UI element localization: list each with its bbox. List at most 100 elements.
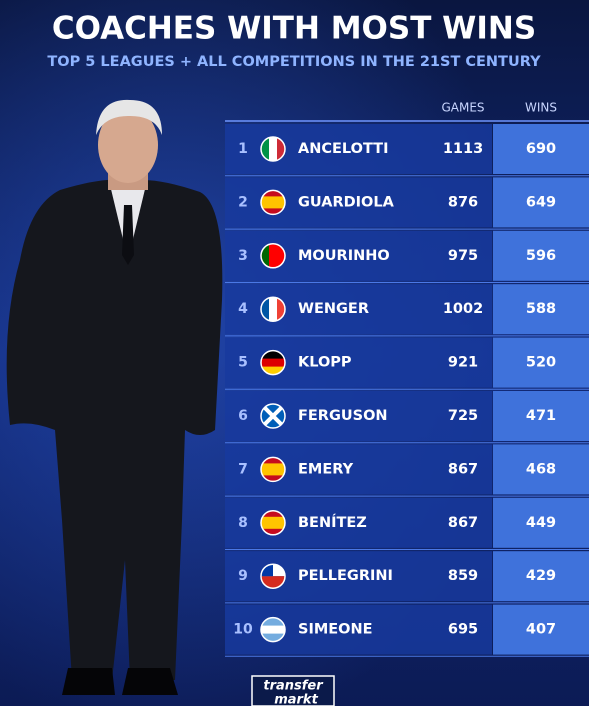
flag-stripe — [261, 202, 285, 209]
wins: 407 — [526, 622, 556, 638]
wins-cell — [493, 444, 589, 495]
games: 725 — [448, 408, 478, 424]
wins: 649 — [526, 194, 556, 210]
rank: 8 — [238, 515, 248, 531]
flag-stripe — [277, 137, 285, 161]
wins-cell — [493, 124, 589, 174]
coach-name: FERGUSON — [298, 408, 388, 424]
flag-stripe — [261, 463, 285, 470]
wins-cell — [493, 230, 589, 281]
flag-stripe — [277, 297, 285, 322]
flag-stripe — [261, 528, 285, 535]
flag-ring — [260, 136, 286, 162]
games: 1002 — [443, 301, 483, 317]
coach-name: EMERY — [298, 461, 354, 477]
flag-stripe — [261, 243, 270, 268]
flag-ring — [260, 456, 286, 483]
flag — [261, 190, 285, 215]
suit — [6, 179, 223, 681]
rank: 9 — [238, 568, 248, 584]
coach-name: WENGER — [298, 301, 369, 317]
flag-stripe — [261, 475, 285, 482]
flag-ring — [260, 563, 286, 589]
rank: 4 — [238, 301, 248, 317]
flag-ring — [260, 243, 286, 269]
flag — [261, 617, 285, 642]
flag-stripe — [261, 208, 285, 215]
coach-name: KLOPP — [298, 355, 352, 371]
flag-stripe — [261, 366, 285, 375]
rank: 10 — [233, 622, 253, 638]
shoes — [62, 668, 178, 695]
rank: 5 — [238, 355, 248, 371]
flag-stripe — [269, 137, 278, 161]
coach-name: BENÍTEZ — [298, 514, 367, 531]
rank: 6 — [238, 408, 248, 424]
rank: 2 — [238, 194, 248, 210]
flag-ring — [260, 296, 286, 322]
flag — [261, 137, 285, 161]
wins: 471 — [526, 408, 556, 424]
flag-stripe — [261, 196, 285, 203]
flag-stripe — [261, 625, 285, 635]
wins-cell — [493, 551, 589, 602]
rank: 7 — [238, 461, 248, 477]
games: 867 — [448, 515, 478, 531]
wins-cell — [493, 284, 589, 335]
wins: 520 — [526, 355, 556, 371]
flag-ring — [260, 349, 286, 376]
flag — [261, 457, 285, 482]
face — [98, 107, 158, 183]
flag-stripe — [261, 350, 285, 360]
flag-stripe — [261, 469, 285, 476]
flag — [261, 297, 285, 322]
logo-text: transfer — [263, 679, 324, 694]
flag — [261, 350, 285, 375]
flag-stripe — [261, 516, 285, 524]
wins-cell — [493, 497, 589, 548]
flag-stripe — [261, 190, 285, 197]
coach-name: ANCELOTTI — [298, 141, 388, 157]
logo-box — [251, 675, 335, 706]
flag-stripe — [261, 457, 285, 464]
coach-name: SIMEONE — [298, 622, 373, 638]
games: 867 — [448, 461, 478, 477]
wins-cell — [493, 604, 589, 655]
flag-stripe — [277, 243, 285, 268]
rank: 1 — [238, 141, 248, 157]
tie — [122, 205, 134, 265]
wins: 449 — [526, 515, 556, 531]
games: 859 — [448, 568, 478, 584]
flag-stripe — [269, 243, 278, 268]
wins: 596 — [526, 248, 556, 264]
logo-text: markt — [274, 693, 318, 706]
flag-stripe — [261, 617, 285, 627]
flag-ring — [260, 510, 286, 536]
wins: 588 — [526, 301, 556, 317]
flag-stripe — [261, 522, 285, 530]
column-header: WINS — [525, 101, 557, 115]
flag-ring — [260, 403, 286, 429]
subtitle: TOP 5 LEAGUES + ALL COMPETITIONS IN THE … — [47, 54, 541, 70]
flag-stripe — [261, 137, 270, 161]
coach-name: MOURINHO — [298, 248, 390, 264]
coach-name: PELLEGRINI — [298, 568, 393, 584]
games: 975 — [448, 248, 478, 264]
wins-cell — [493, 177, 589, 228]
wins-cell — [493, 337, 589, 388]
hair — [96, 99, 162, 135]
flag-stripe — [261, 633, 285, 642]
flag — [261, 510, 285, 535]
wins: 690 — [526, 141, 556, 157]
column-header: GAMES — [441, 101, 484, 115]
coach-name: GUARDIOLA — [298, 194, 395, 210]
games: 1113 — [443, 141, 483, 157]
games: 876 — [448, 194, 478, 210]
flag-stripe — [261, 510, 285, 518]
flag-ring — [260, 616, 286, 643]
coach-figure — [6, 99, 223, 695]
rank: 3 — [238, 248, 248, 264]
games: 695 — [448, 622, 478, 638]
